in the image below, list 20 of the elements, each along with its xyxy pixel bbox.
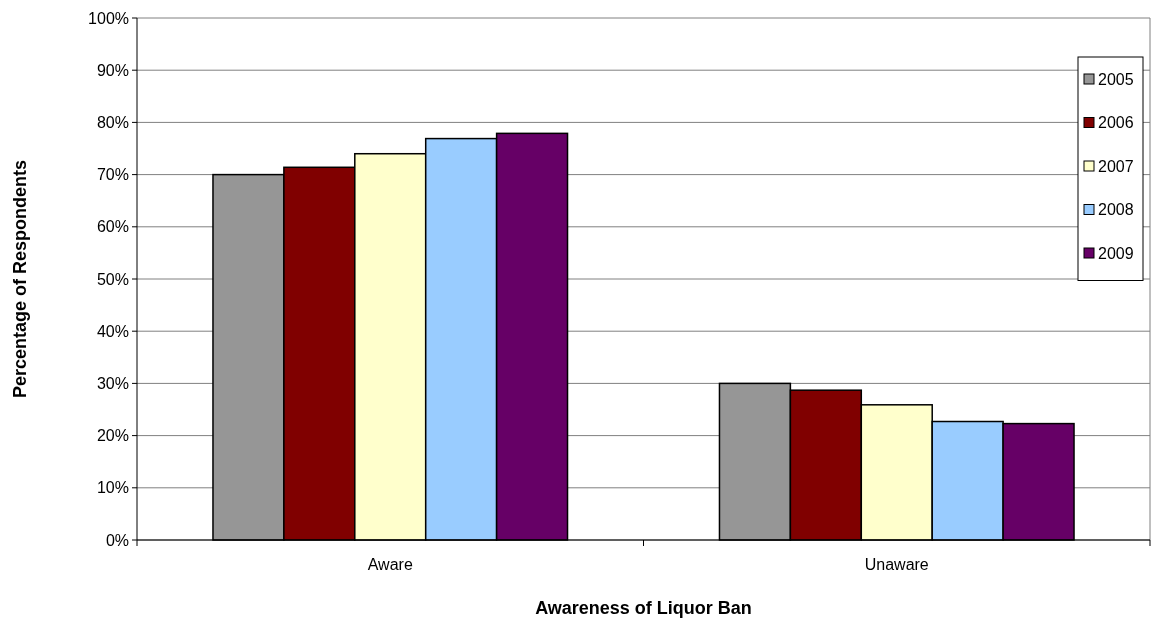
y-tick-label: 80% xyxy=(96,114,129,131)
y-axis-title: Percentage of Respondents xyxy=(10,159,30,399)
legend-label: 2007 xyxy=(1098,157,1134,175)
y-tick-label: 90% xyxy=(96,61,129,79)
y-tick-label: 60% xyxy=(96,218,129,236)
legend-label: 2005 xyxy=(1098,70,1134,88)
legend-label: 2009 xyxy=(1098,244,1134,262)
y-tick-label: 10% xyxy=(96,479,129,497)
y-tick-label: 100% xyxy=(88,9,129,27)
legend-label: 2006 xyxy=(1098,114,1134,132)
x-tick-label: Unaware xyxy=(864,556,929,573)
y-tick-label: 30% xyxy=(96,375,129,392)
y-tick-label: 50% xyxy=(96,270,129,288)
x-tick-label: Aware xyxy=(367,556,413,573)
y-tick-label: 20% xyxy=(96,427,129,445)
y-tick-label: 70% xyxy=(96,166,129,184)
y-tick-label: 0% xyxy=(105,531,129,549)
legend-label: 2008 xyxy=(1098,201,1134,219)
x-axis-title: Awareness of Liquor Ban xyxy=(535,598,752,618)
y-tick-label: 40% xyxy=(96,322,129,340)
